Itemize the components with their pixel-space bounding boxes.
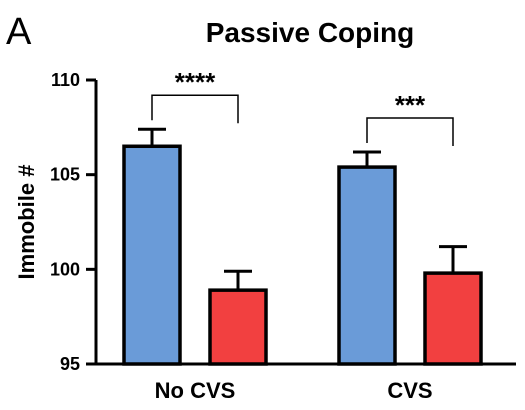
significance-layer: ******* [151, 67, 454, 146]
significance-label: **** [175, 67, 216, 97]
x-category-label: CVS [387, 378, 432, 403]
chart-title: Passive Coping [206, 17, 415, 48]
error-bars-layer [138, 127, 467, 291]
bar [337, 165, 397, 366]
y-tick-label: 105 [50, 165, 80, 185]
bar [423, 271, 483, 366]
y-ticks-layer: 95 100 105 110 [50, 70, 96, 374]
significance-bracket [366, 117, 454, 146]
x-category-label: No CVS [155, 378, 236, 403]
y-tick-label: 95 [60, 354, 80, 374]
category-labels-layer: No CVS CVS [155, 378, 433, 403]
y-tick-label: 110 [51, 70, 80, 90]
y-tick-label: 100 [50, 259, 80, 279]
significance-label: *** [395, 90, 426, 120]
bars-layer [122, 144, 483, 366]
panel-letter: A [6, 11, 32, 53]
y-axis-label: Immobile # [14, 165, 39, 280]
bar [122, 144, 182, 366]
bar [208, 288, 268, 366]
significance-bracket [151, 94, 239, 124]
